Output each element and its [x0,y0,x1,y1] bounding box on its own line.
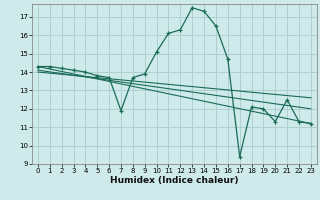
X-axis label: Humidex (Indice chaleur): Humidex (Indice chaleur) [110,176,239,185]
